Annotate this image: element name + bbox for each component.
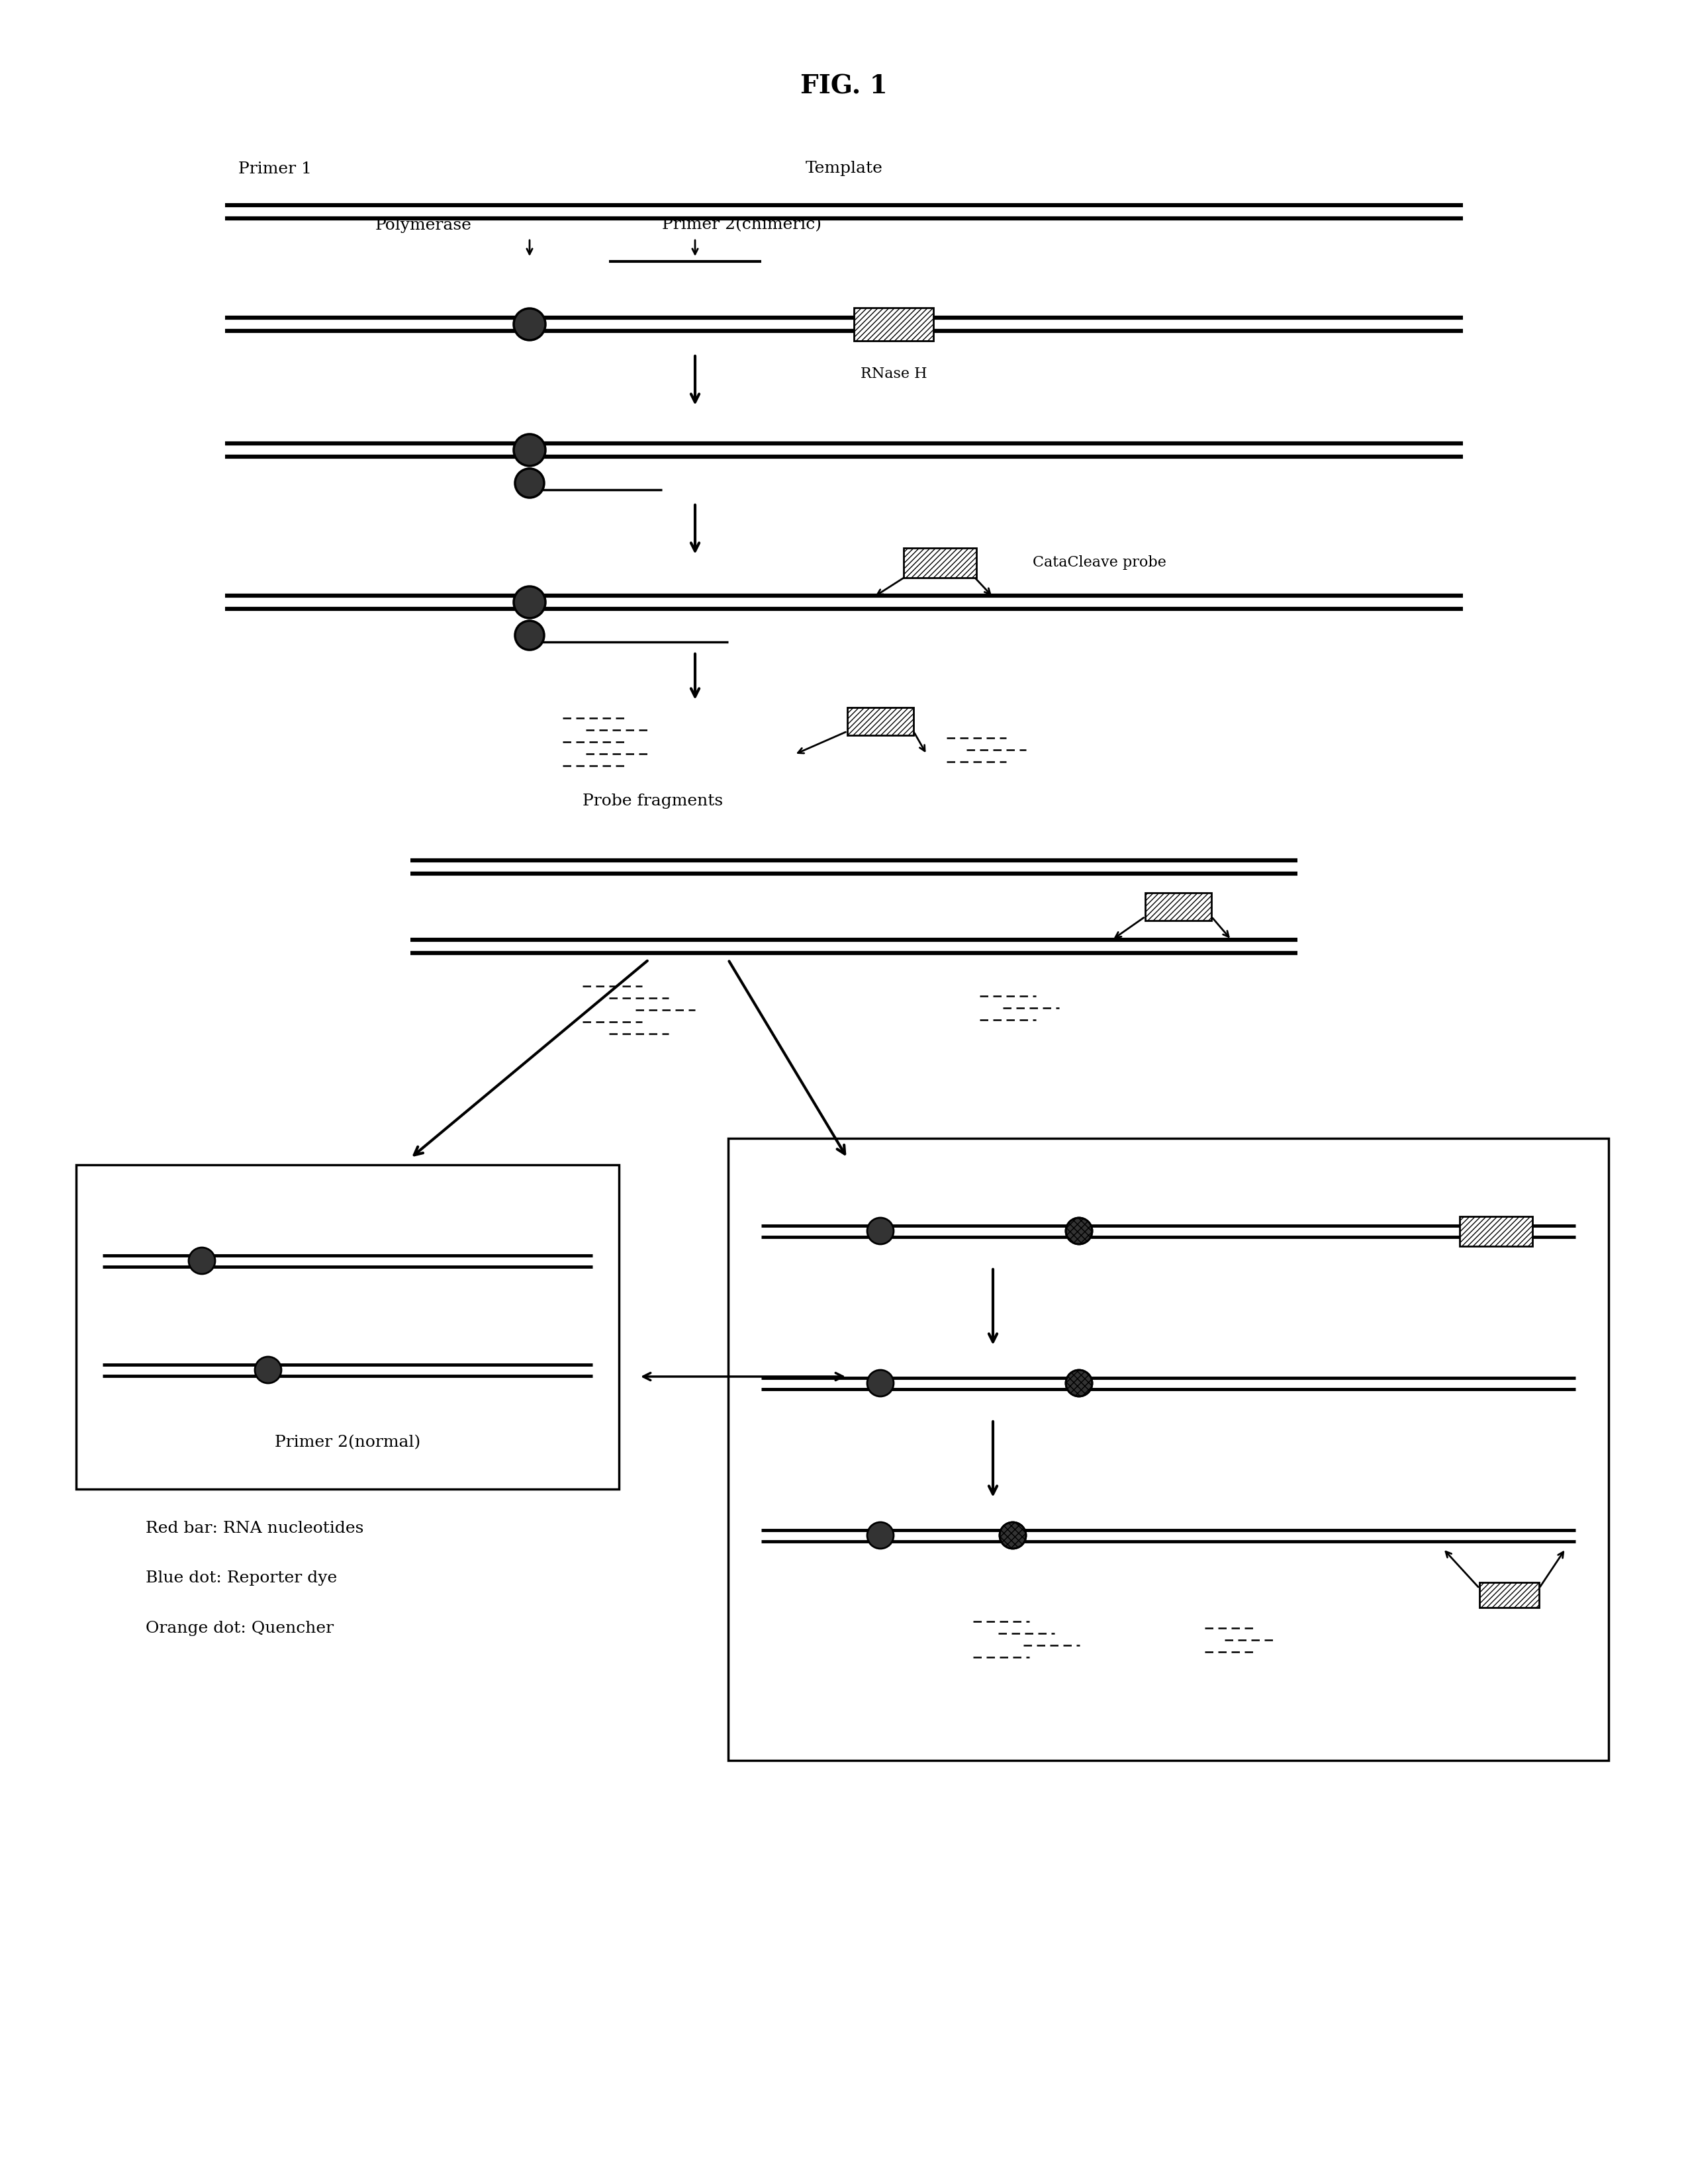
- Circle shape: [515, 470, 544, 498]
- Circle shape: [513, 585, 545, 618]
- Bar: [903, 548, 976, 577]
- Circle shape: [1065, 1369, 1092, 1396]
- Circle shape: [513, 308, 545, 341]
- Text: Primer 2(chimeric): Primer 2(chimeric): [662, 218, 822, 234]
- Text: Primer 2(normal): Primer 2(normal): [275, 1435, 420, 1450]
- Text: Primer 1: Primer 1: [238, 162, 312, 177]
- Circle shape: [868, 1219, 893, 1245]
- Circle shape: [999, 1522, 1026, 1548]
- Bar: [76, 1164, 619, 1489]
- Circle shape: [515, 620, 544, 651]
- Bar: [847, 708, 913, 736]
- Text: Orange dot: Quencher: Orange dot: Quencher: [145, 1621, 334, 1636]
- Text: Template: Template: [805, 162, 883, 177]
- Text: CataCleave probe: CataCleave probe: [1033, 555, 1166, 570]
- Text: Blue dot: Reporter dye: Blue dot: Reporter dye: [145, 1570, 338, 1586]
- Text: FIG. 1: FIG. 1: [800, 74, 888, 98]
- Text: Red bar: RNA nucleotides: Red bar: RNA nucleotides: [145, 1522, 363, 1535]
- Bar: [728, 1138, 1609, 1760]
- Bar: [1479, 1583, 1539, 1607]
- Text: Polymerase: Polymerase: [375, 218, 473, 234]
- Text: RNase H: RNase H: [861, 367, 927, 382]
- Circle shape: [868, 1522, 893, 1548]
- Bar: [1460, 1216, 1533, 1245]
- Circle shape: [189, 1247, 214, 1273]
- Circle shape: [868, 1369, 893, 1396]
- Circle shape: [513, 435, 545, 465]
- Circle shape: [255, 1356, 282, 1382]
- Circle shape: [1065, 1219, 1092, 1245]
- Text: Probe fragments: Probe fragments: [582, 793, 722, 808]
- Bar: [854, 308, 933, 341]
- Bar: [1144, 893, 1212, 922]
